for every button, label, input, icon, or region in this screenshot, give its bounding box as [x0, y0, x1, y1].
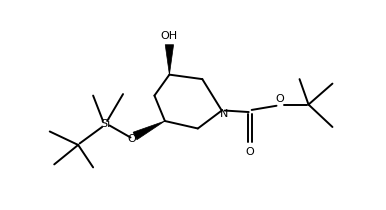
Polygon shape: [133, 121, 165, 140]
Polygon shape: [165, 45, 174, 75]
Text: Si: Si: [100, 119, 110, 129]
Text: O: O: [276, 94, 284, 104]
Text: O: O: [127, 134, 136, 144]
Text: N: N: [220, 109, 229, 119]
Text: OH: OH: [161, 31, 178, 41]
Text: O: O: [246, 147, 254, 157]
